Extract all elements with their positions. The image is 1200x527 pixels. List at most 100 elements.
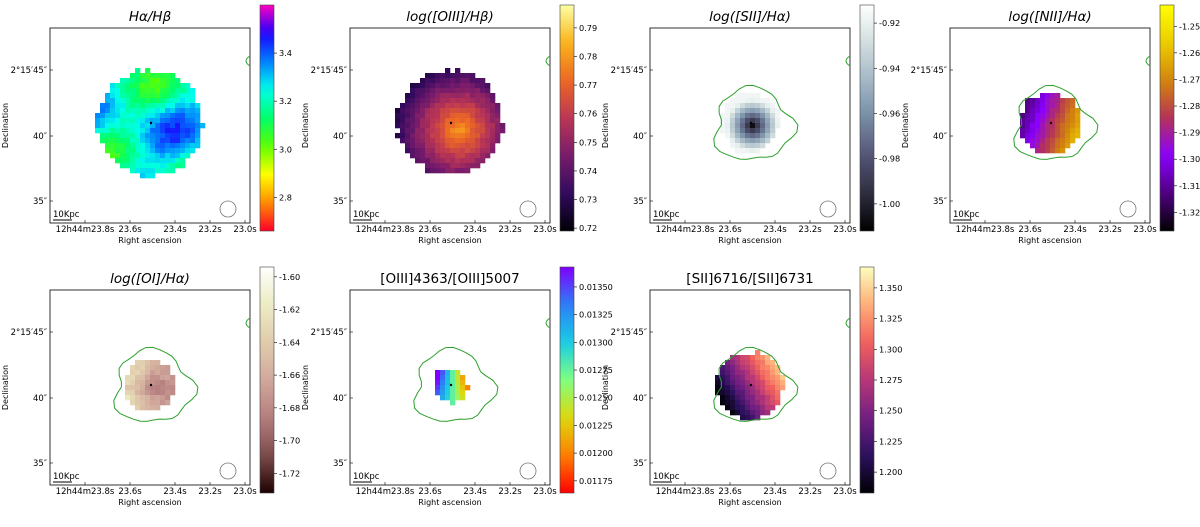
map-pixel xyxy=(445,83,451,89)
map-pixel xyxy=(160,113,166,119)
map-pixel xyxy=(135,113,141,119)
x-tick-label: 23.6s xyxy=(118,487,142,497)
map-pixel xyxy=(730,400,736,406)
y-tick-label: 2°15′45″ xyxy=(911,66,947,76)
map-pixel xyxy=(450,108,456,114)
map-pixel xyxy=(180,93,186,99)
map-pixel xyxy=(140,405,146,411)
colorbar xyxy=(859,266,875,494)
map-pixel xyxy=(755,123,761,129)
map-pixel xyxy=(730,365,736,371)
map-pixel xyxy=(435,375,441,381)
map-pixel xyxy=(140,108,146,114)
map-pixel xyxy=(100,103,106,109)
map-pixel xyxy=(765,103,771,109)
map-pixel xyxy=(760,103,766,109)
map-pixel xyxy=(395,118,401,124)
map-pixel xyxy=(740,380,746,386)
map-pixel xyxy=(450,138,456,144)
map-pixel xyxy=(1055,93,1061,99)
map-pixel xyxy=(440,118,446,124)
map-pixel xyxy=(460,93,466,99)
map-pixel xyxy=(120,83,126,89)
map-pixel xyxy=(120,78,126,84)
beam-circle xyxy=(219,200,237,218)
map-pixel xyxy=(120,158,126,164)
map-pixel xyxy=(450,385,456,391)
y-tick-label: 35″ xyxy=(633,459,647,469)
x-tick-label: 23.4s xyxy=(1063,225,1087,235)
map-pixel xyxy=(420,88,426,94)
map-pixel xyxy=(185,138,191,144)
map-pixel xyxy=(135,390,141,396)
map-pixel xyxy=(500,128,506,134)
map-pixel xyxy=(170,88,176,94)
flux-contour xyxy=(713,84,799,160)
map-pixel xyxy=(440,73,446,79)
map-pixel xyxy=(460,163,466,169)
colorbar-tick-label: -1.00 xyxy=(879,199,900,209)
map-pixel xyxy=(435,88,441,94)
map-pixel xyxy=(455,83,461,89)
beam-circle xyxy=(819,462,837,480)
map-pixel xyxy=(730,395,736,401)
map-pixel xyxy=(130,395,136,401)
map-pixel xyxy=(440,133,446,139)
y-tick-label: 2°15′45″ xyxy=(611,328,647,338)
map-pixel xyxy=(730,143,736,149)
map-pixel xyxy=(720,128,726,134)
map-pixel xyxy=(1045,118,1051,124)
map-pixel xyxy=(770,123,776,129)
map-pixel xyxy=(165,98,171,104)
map-pixel xyxy=(415,83,421,89)
panel-1: Hα/Hβ 10Kpc 12h44m23.8s 23.6s 23.4s 23.2s 23.0… xyxy=(1,4,292,245)
y-tick-label: 40″ xyxy=(333,132,347,142)
map-pixel xyxy=(135,385,141,391)
colorbar-tick-label: 3.4 xyxy=(279,48,292,58)
map-pixel xyxy=(475,153,481,159)
map-pixel xyxy=(1055,103,1061,109)
map-pixel xyxy=(450,118,456,124)
map-pixel xyxy=(170,153,176,159)
map-pixel xyxy=(450,133,456,139)
map-pixel xyxy=(410,113,416,119)
map-pixel xyxy=(100,123,106,129)
map-pixel xyxy=(120,118,126,124)
map-pixel xyxy=(155,118,161,124)
map-pixel xyxy=(145,153,151,159)
map-pixel xyxy=(135,158,141,164)
map-pixel xyxy=(125,148,131,154)
map-pixel xyxy=(165,395,171,401)
map-pixel xyxy=(180,103,186,109)
colorbar-tick-label: -1.62 xyxy=(279,305,300,315)
map-pixel xyxy=(455,390,461,396)
map-pixel xyxy=(150,73,156,79)
map-pixel xyxy=(165,380,171,386)
map-pixel xyxy=(735,365,741,371)
map-pixel xyxy=(170,108,176,114)
map-pixel xyxy=(480,123,486,129)
map-pixel xyxy=(1035,118,1041,124)
colorbar-tick-label: -1.30 xyxy=(1179,154,1200,164)
map-pixel xyxy=(495,108,501,114)
map-pixel xyxy=(140,128,146,134)
map-pixel xyxy=(755,355,761,361)
map-pixel xyxy=(125,98,131,104)
map-pixel xyxy=(490,143,496,149)
map-pixel xyxy=(430,133,436,139)
map-pixel xyxy=(130,118,136,124)
map-pixel xyxy=(410,153,416,159)
map-pixel xyxy=(715,375,721,381)
map-pixel xyxy=(735,103,741,109)
map-pixel xyxy=(765,400,771,406)
map-pixel xyxy=(130,375,136,381)
map-pixel xyxy=(745,360,751,366)
map-pixel xyxy=(440,148,446,154)
map-pixel xyxy=(740,395,746,401)
map-pixel xyxy=(715,380,721,386)
map-pixel xyxy=(415,103,421,109)
map-pixel xyxy=(120,103,126,109)
map-pixel xyxy=(450,78,456,84)
map-pixel xyxy=(405,103,411,109)
map-pixel xyxy=(155,128,161,134)
